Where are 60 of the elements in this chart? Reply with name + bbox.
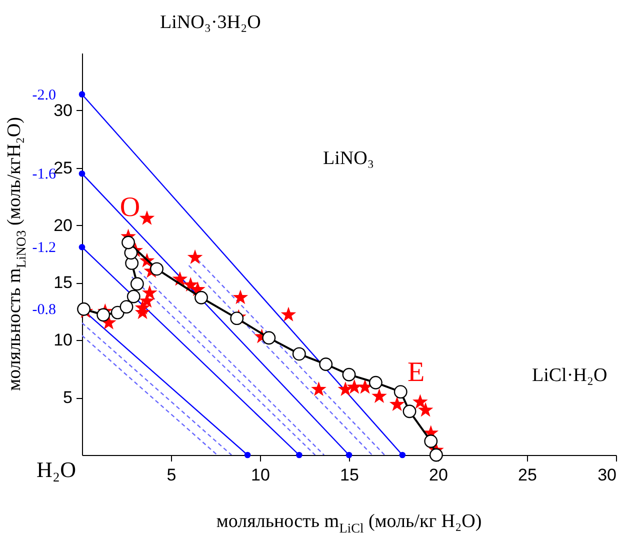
point — [346, 452, 352, 458]
point — [232, 290, 248, 304]
point — [139, 293, 155, 308]
annotation: E — [407, 357, 425, 388]
point — [126, 290, 140, 304]
point — [150, 262, 164, 276]
point — [172, 271, 188, 286]
point — [280, 306, 296, 322]
point — [346, 379, 362, 394]
point — [187, 249, 203, 264]
x-tick-label: 20 — [429, 466, 448, 484]
x-tick-label: 5 — [166, 466, 176, 484]
y-tick-label: 15 — [54, 273, 72, 292]
series-label: -1.6 — [32, 166, 56, 183]
point — [399, 452, 406, 458]
series-label: -1.2 — [32, 240, 56, 256]
point — [389, 396, 405, 411]
point — [424, 434, 438, 448]
annotation: O — [120, 192, 140, 223]
point — [244, 452, 251, 458]
y-tick-label: 10 — [54, 330, 72, 350]
x-tick-label: 10 — [251, 466, 270, 484]
y-tick-label: 5 — [63, 388, 72, 408]
point — [296, 452, 302, 458]
x-tick-label: 30 — [598, 466, 616, 484]
point — [394, 385, 408, 399]
text: H₂O — [36, 457, 76, 482]
annotation: LiCl·H₂O — [532, 365, 608, 386]
point — [122, 236, 136, 250]
text: LiNO₃·3H₂O — [160, 12, 261, 33]
point — [78, 170, 86, 177]
point — [338, 381, 354, 396]
point — [412, 394, 428, 409]
point — [78, 244, 86, 250]
point — [194, 290, 208, 304]
point — [342, 368, 356, 382]
point — [429, 448, 443, 462]
point — [372, 388, 387, 403]
point — [120, 300, 134, 314]
annotation: LiNO₃ — [323, 148, 374, 169]
point — [319, 358, 333, 371]
point — [134, 300, 150, 315]
point — [402, 404, 416, 418]
point — [262, 331, 276, 345]
y-tick-label: 30 — [54, 100, 72, 120]
x-tick-label: 15 — [340, 466, 359, 484]
point — [96, 308, 110, 322]
point — [130, 277, 144, 291]
point — [77, 302, 91, 316]
x-tick-label: 25 — [518, 466, 537, 484]
point — [418, 402, 434, 417]
y-tick-label: 20 — [54, 216, 72, 235]
point — [292, 347, 306, 361]
point — [139, 210, 155, 225]
point — [311, 381, 326, 396]
series-label: -0.8 — [32, 302, 56, 318]
point — [78, 91, 86, 98]
series-label: -2.0 — [32, 87, 56, 104]
y-axis-title: моляльность mLiNO3 (моль/кгH₂O) — [4, 117, 29, 391]
point — [368, 376, 382, 390]
